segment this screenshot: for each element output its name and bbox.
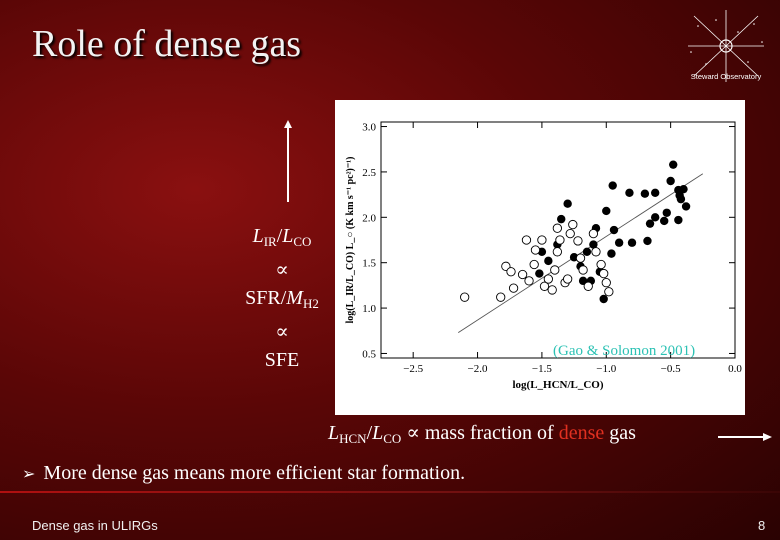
open-data-point	[563, 274, 573, 284]
filled-data-point	[681, 202, 691, 211]
filled-data-point	[650, 213, 660, 222]
open-data-point	[573, 236, 583, 246]
open-data-point	[517, 269, 528, 280]
open-data-point	[524, 276, 534, 286]
filled-data-point	[609, 225, 619, 235]
x-axis-label: log(L_HCN/L_CO)	[512, 379, 603, 391]
filled-data-point	[582, 247, 592, 256]
filled-data-point	[660, 216, 669, 226]
rightward-arrow-icon	[718, 433, 772, 441]
hcn-co-statement: LHCN/LCO ∝ mass fraction of dense gas	[328, 422, 636, 446]
filled-data-point	[645, 219, 655, 228]
open-data-point	[506, 267, 516, 277]
x-tick-label: −1.0	[596, 363, 616, 375]
filled-data-point	[589, 240, 598, 249]
y-tick-label: 1.5	[362, 258, 376, 270]
y-tick-label: 2.0	[362, 212, 376, 224]
y-tick-label: 1.0	[362, 303, 376, 315]
filled-data-point	[669, 160, 678, 169]
ir-co-ratio: LIR/LCO	[252, 225, 312, 249]
open-data-point	[575, 253, 586, 263]
open-data-point	[578, 265, 588, 275]
footer-divider	[0, 491, 780, 493]
open-data-point	[555, 235, 565, 245]
y-tick-label: 2.5	[362, 167, 376, 179]
open-data-point	[543, 274, 553, 284]
open-data-point	[547, 285, 557, 295]
open-data-point	[537, 235, 547, 245]
open-data-point	[539, 281, 550, 291]
open-data-point	[552, 247, 563, 257]
filled-data-point	[679, 184, 688, 194]
plot-frame	[380, 121, 736, 359]
open-data-point	[550, 265, 560, 275]
sfr-mh2-ratio: SFR/MH2	[245, 287, 319, 311]
bullet-arrow-icon: ➢	[22, 464, 36, 483]
open-data-point	[508, 283, 519, 293]
open-data-point	[596, 259, 606, 270]
open-data-point	[529, 259, 539, 270]
open-data-point	[588, 228, 599, 239]
filled-data-point	[535, 269, 544, 278]
filled-data-point	[650, 188, 660, 197]
y-axis-label: log(L_IR/L_CO) L_○ (K km s⁻¹ pc²)⁻¹)	[345, 157, 356, 324]
steward-observatory-logo: Steward Observatory	[688, 10, 764, 82]
filled-data-point	[544, 256, 553, 266]
logo-text: Steward Observatory	[691, 72, 762, 81]
dense-word: dense	[558, 422, 605, 444]
chart-citation: (Gao & Solomon 2001)	[553, 343, 696, 359]
x-tick-label: 0.0	[728, 363, 742, 375]
footer-title: Dense gas in ULIRGs	[32, 518, 158, 533]
proportional-symbol: ∝	[275, 259, 289, 281]
ratio-proportionality-block: LIR/LCO ∝ SFR/MH2 ∝ SFE	[232, 222, 332, 374]
filled-data-point	[640, 189, 650, 198]
open-data-point	[583, 281, 593, 291]
open-data-point	[565, 228, 575, 239]
filled-data-point	[563, 199, 572, 208]
filled-data-point	[676, 194, 686, 204]
sfe-label: SFE	[264, 349, 300, 371]
page-number: 8	[758, 518, 766, 533]
open-data-point	[599, 268, 609, 279]
filled-data-point	[599, 294, 608, 304]
open-data-point	[601, 278, 611, 288]
filled-data-point	[643, 236, 652, 246]
bullet-point: ➢ More dense gas means more efficient sta…	[22, 462, 465, 485]
open-data-point	[530, 245, 541, 255]
filled-data-point	[607, 249, 616, 258]
filled-data-point	[602, 206, 611, 216]
open-data-point	[496, 292, 506, 302]
filled-data-point	[614, 238, 624, 247]
slide-title: Role of dense gas	[32, 23, 302, 65]
bullet-text: More dense gas means more efficient star…	[43, 462, 466, 484]
y-tick-label: 0.5	[362, 348, 376, 360]
upward-arrow-icon	[284, 120, 292, 202]
open-data-point	[460, 292, 470, 302]
scatter-chart-panel: −2.5 −2.0 −1.5 −1.0 −0.5 0.0 0.5 1.0 1.5 2.0 2.5 3.…	[335, 100, 745, 415]
proportional-symbol: ∝	[275, 321, 289, 343]
filled-data-point	[557, 214, 566, 224]
open-data-point	[552, 223, 563, 233]
x-tick-label: −0.5	[661, 363, 681, 375]
filled-data-point	[608, 181, 617, 190]
open-data-point	[568, 219, 578, 230]
x-tick-label: −2.0	[468, 363, 488, 375]
open-data-point	[521, 235, 532, 245]
filled-data-point	[666, 176, 675, 186]
open-data-point	[604, 287, 614, 297]
filled-data-point	[662, 208, 671, 217]
open-data-point	[591, 247, 601, 257]
x-tick-label: −2.5	[403, 363, 423, 375]
scatter-chart: −2.5 −2.0 −1.5 −1.0 −0.5 0.0 0.5 1.0 1.5 2.0 2.5 3.…	[345, 121, 742, 391]
filled-data-point	[674, 215, 683, 225]
x-tick-label: −1.5	[532, 363, 552, 375]
filled-data-point	[625, 188, 634, 197]
y-tick-label: 3.0	[362, 122, 376, 134]
filled-data-point	[627, 238, 637, 247]
fit-line	[457, 173, 704, 333]
